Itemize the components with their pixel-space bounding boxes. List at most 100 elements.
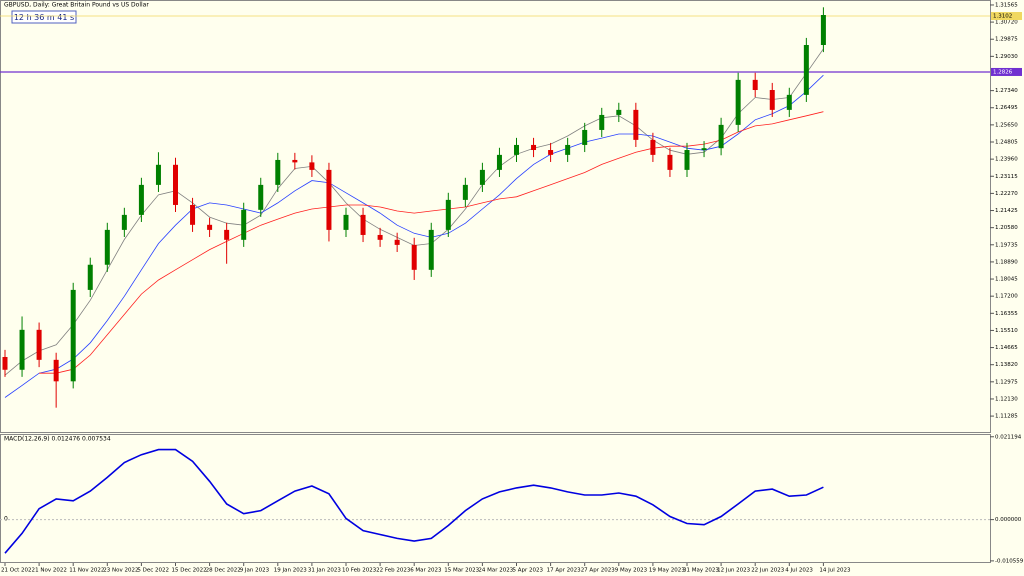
candle-body xyxy=(633,109,639,140)
candle-body xyxy=(445,199,451,230)
candle-body xyxy=(53,359,59,382)
x-tick-label: 31 Jan 2023 xyxy=(308,568,341,574)
candle-body xyxy=(462,184,468,200)
candle-body xyxy=(360,214,366,235)
candle-body xyxy=(258,184,264,210)
candle-body xyxy=(190,204,196,225)
y-tick-label: 1.21425 xyxy=(995,208,1018,214)
y-tick-label: 0.000000 xyxy=(995,517,1022,523)
candle-body xyxy=(173,164,178,205)
candle-body xyxy=(377,234,383,240)
candle-body xyxy=(224,229,230,240)
chart-title: GBPUSD, Daily: Great Britain Pound vs US… xyxy=(4,2,149,9)
y-tick-label: 1.24805 xyxy=(995,140,1018,146)
y-tick-label: 1.27340 xyxy=(995,88,1018,94)
y-tick-label: 1.18045 xyxy=(995,277,1018,283)
candle-body xyxy=(582,129,588,145)
candle-body xyxy=(684,150,690,170)
candle-body xyxy=(275,159,281,185)
candle-body xyxy=(548,150,554,155)
candle-body xyxy=(207,224,213,230)
y-tick-label: 0.021194 xyxy=(995,434,1022,440)
candle-body xyxy=(479,169,485,185)
x-tick-label: 17 Apr 2023 xyxy=(547,568,582,574)
x-tick-label: 9 Jan 2023 xyxy=(240,568,270,574)
x-tick-label: 15 Dec 2022 xyxy=(172,568,207,574)
y-tick-label: 1.15510 xyxy=(995,328,1018,334)
zero-label: 0 xyxy=(4,516,8,523)
y-tick-label: 1.14665 xyxy=(995,345,1018,351)
y-tick-label: -0.010559 xyxy=(995,558,1024,564)
candle-body xyxy=(735,79,741,125)
x-tick-label: 14 Jul 2023 xyxy=(819,568,851,574)
y-tick-label: 1.31565 xyxy=(995,2,1018,8)
y-tick-label: 1.29030 xyxy=(995,54,1018,60)
y-tick-label: 1.22270 xyxy=(995,191,1018,197)
candle-body xyxy=(803,45,809,95)
x-tick-label: 22 Feb 2023 xyxy=(376,568,411,574)
indicator-line xyxy=(39,111,824,374)
main-panel xyxy=(0,0,991,433)
candle-body xyxy=(70,289,76,382)
x-tick-label: 23 Nov 2022 xyxy=(103,568,138,574)
y-tick-label: 1.19735 xyxy=(995,242,1018,248)
x-tick-label: 15 Mar 2023 xyxy=(444,568,479,574)
candle-body xyxy=(326,169,332,230)
macd-panel xyxy=(0,434,991,563)
price-level-box xyxy=(991,67,1022,76)
y-tick-label: 1.17200 xyxy=(995,294,1018,300)
x-tick-label: 28 Dec 2022 xyxy=(206,568,241,574)
macd-title: MACD(12,26,9) 0.012476 0.007534 xyxy=(4,436,111,443)
y-tick-label: 1.12130 xyxy=(995,396,1018,402)
candle-body xyxy=(343,214,349,230)
price-level-label: 1.2826 xyxy=(993,69,1013,75)
candle-body xyxy=(650,139,656,155)
y-tick-label: 1.25650 xyxy=(995,122,1018,128)
x-tick-label: 19 May 2023 xyxy=(649,568,685,574)
candle-body xyxy=(36,329,42,360)
candle-body xyxy=(121,214,127,230)
y-tick-label: 1.18890 xyxy=(995,259,1018,265)
candle-body xyxy=(496,154,502,170)
candle-body xyxy=(87,264,93,290)
candle-body xyxy=(752,79,758,91)
timer: 12 h 36 m 41 s xyxy=(14,13,74,22)
x-tick-label: 11 Nov 2022 xyxy=(69,568,104,574)
x-tick-label: 22 Jun 2023 xyxy=(751,568,785,574)
price-level-box xyxy=(991,12,1022,21)
candle-body xyxy=(616,109,622,115)
candle-body xyxy=(155,164,161,185)
candle-body xyxy=(531,144,537,151)
candle-body xyxy=(514,144,519,155)
x-tick-label: 5 Apr 2023 xyxy=(513,568,544,574)
candle-body xyxy=(411,244,417,270)
indicator-line xyxy=(4,448,824,554)
y-tick-label: 1.12975 xyxy=(995,379,1018,385)
candle-body xyxy=(2,356,8,370)
x-tick-label: 21 Oct 2022 xyxy=(1,568,35,574)
candle-body xyxy=(292,159,298,163)
y-tick-label: 1.23115 xyxy=(995,174,1018,180)
candle-body xyxy=(769,90,775,110)
x-tick-label: 5 Dec 2022 xyxy=(137,568,169,574)
x-tick-label: 24 Mar 2023 xyxy=(478,568,513,574)
candle-body xyxy=(241,209,247,240)
candle-body xyxy=(701,148,707,151)
y-tick-label: 1.29875 xyxy=(995,37,1018,43)
y-tick-label: 1.11285 xyxy=(995,414,1018,420)
y-tick-label: 1.13820 xyxy=(995,362,1018,368)
x-tick-label: 31 May 2023 xyxy=(683,568,719,574)
x-tick-label: 1 Nov 2022 xyxy=(35,568,67,574)
y-tick-label: 1.20580 xyxy=(995,225,1018,231)
candle-body xyxy=(19,329,25,370)
x-tick-label: 6 Mar 2023 xyxy=(410,568,442,574)
candle-body xyxy=(394,239,400,245)
candle-body xyxy=(786,94,792,110)
x-tick-label: 10 Feb 2023 xyxy=(342,568,377,574)
x-tick-label: 4 Jul 2023 xyxy=(785,568,813,574)
candle-body xyxy=(718,124,724,149)
y-tick-label: 1.16355 xyxy=(995,311,1018,317)
